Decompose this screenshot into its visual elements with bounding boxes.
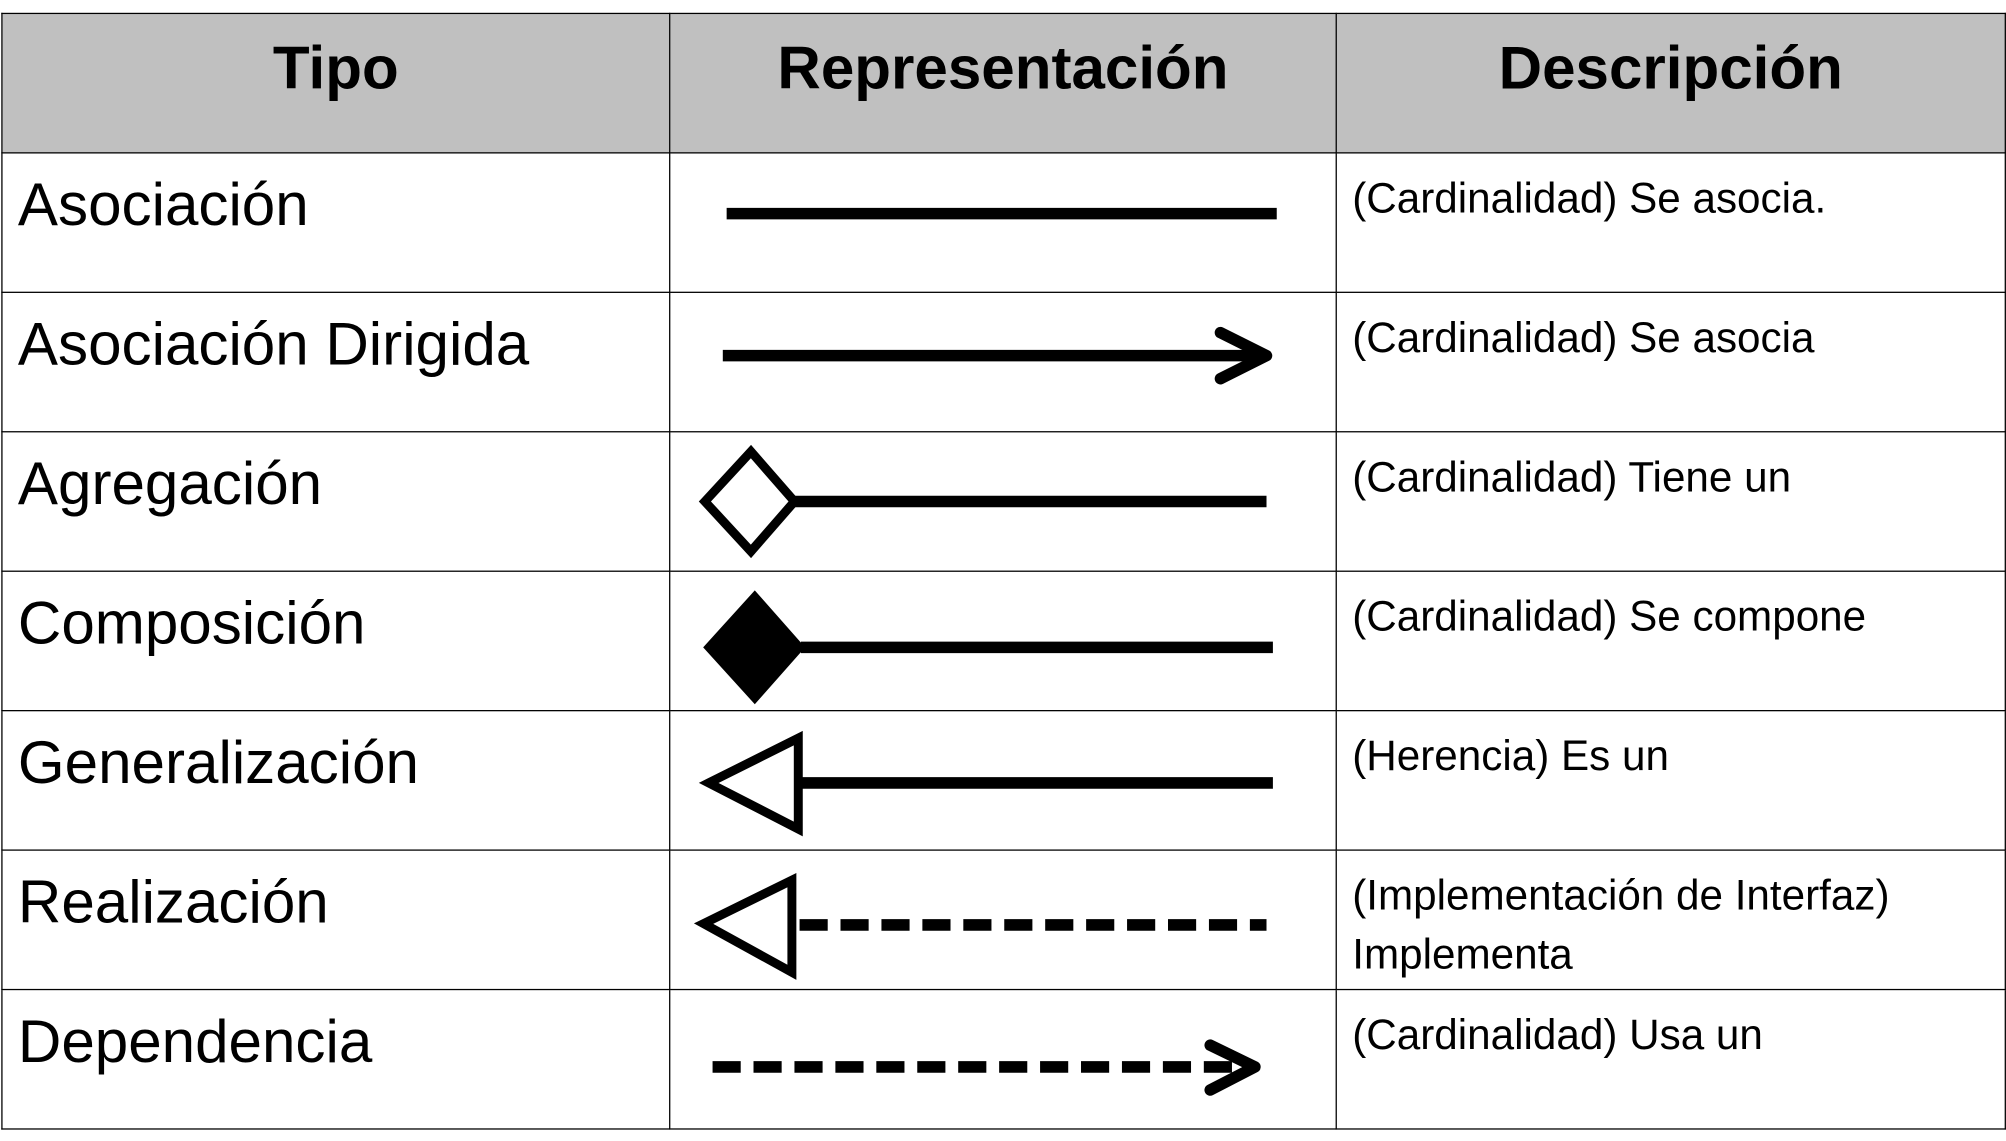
tipo-cell: Generalización	[1, 710, 671, 851]
generalization-hollow-triangle-icon	[698, 730, 1273, 837]
tipo-cell: Realización	[1, 849, 671, 991]
descripcion-cell: (Cardinalidad) Se asocia	[1335, 291, 2006, 433]
table-row: Asociación Dirigida (Cardinalidad) Se aso…	[1, 291, 2006, 433]
representacion-cell	[669, 291, 1337, 433]
tipo-cell: Composición	[1, 570, 671, 712]
table-row: Dependencia (Cardinalidad) Usa un	[1, 988, 2006, 1130]
header-representacion: Representación	[669, 12, 1337, 154]
dependency-dashed-arrow-icon	[712, 1039, 1261, 1096]
descripcion-cell: (Cardinalidad) Tiene un	[1335, 431, 2006, 572]
tipo-cell: Asociación	[1, 152, 671, 293]
aggregation-hollow-diamond-icon	[698, 444, 1267, 559]
descripcion-cell: (Cardinalidad) Se compone	[1335, 570, 2006, 712]
descripcion-cell: (Cardinalidad) Usa un	[1335, 988, 2006, 1130]
header-descripcion: Descripción	[1335, 12, 2006, 154]
directed-association-arrow-icon	[722, 326, 1273, 385]
table-row: Composición (Cardinalidad) Se compone	[1, 570, 2006, 712]
descripcion-cell: (Cardinalidad) Se asocia.	[1335, 152, 2006, 293]
tipo-cell: Asociación Dirigida	[1, 291, 671, 433]
header-row: Tipo Representación Descripción	[1, 12, 2006, 154]
representacion-cell	[669, 988, 1337, 1130]
composition-filled-diamond-icon	[703, 590, 1273, 705]
table-row: Realización (Implementación de Interfaz) …	[1, 849, 2006, 991]
table-row: Asociación (Cardinalidad) Se asocia.	[1, 152, 2006, 293]
table-row: Generalización (Herencia) Es un	[1, 710, 2006, 851]
header-tipo: Tipo	[1, 12, 671, 154]
representacion-cell	[669, 152, 1337, 293]
uml-relations-table: Tipo Representación Descripción Asociaci…	[1, 12, 2006, 1130]
tipo-cell: Agregación	[1, 431, 671, 572]
descripcion-cell: (Herencia) Es un	[1335, 710, 2006, 851]
realization-hollow-triangle-dashed-icon	[693, 872, 1267, 980]
